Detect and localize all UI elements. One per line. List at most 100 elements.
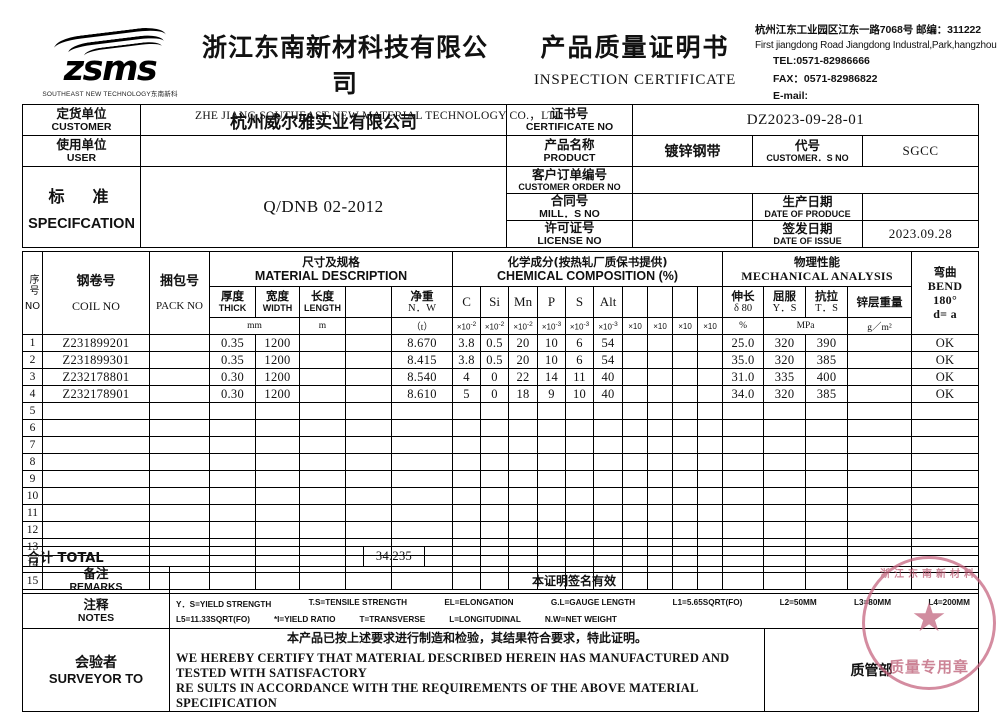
col-element-p: P (537, 286, 567, 318)
row-zinc (847, 487, 913, 505)
row-chem-8 (647, 334, 674, 352)
table-row[interactable]: 3 Z232178801 0.30 1200 8.540 4 0 22 14 11 40 31.0 33… (22, 368, 980, 386)
row-chem-9 (672, 385, 699, 403)
row-zinc (847, 402, 913, 420)
row-width: 1200 (255, 385, 300, 403)
total-value: 34.235 (363, 546, 425, 567)
row-net-weight (390, 453, 454, 471)
row-chem-alt: 54 (593, 351, 624, 369)
row-elongation: 35.0 (722, 351, 765, 369)
row-net-weight (390, 436, 454, 454)
exponent-alt: ×10-3 (593, 317, 624, 335)
row-chem-7 (622, 351, 649, 369)
table-row[interactable]: 10 (22, 487, 980, 505)
row-chem-10 (697, 419, 724, 437)
row-no: 10 (22, 487, 43, 505)
row-extra (345, 419, 392, 437)
row-bend (911, 487, 980, 505)
row-chem-si: 0.5 (480, 351, 510, 369)
row-chem-10 (697, 402, 724, 420)
row-tensile (805, 436, 849, 454)
row-net-weight (390, 504, 454, 522)
row-coil-no (42, 453, 150, 471)
table-row[interactable]: 6 (22, 419, 980, 437)
table-row[interactable]: 8 (22, 453, 980, 471)
row-width: 1200 (255, 334, 300, 352)
col-elongation-header: 伸长 δ 80 (722, 286, 765, 318)
row-tensile (805, 504, 849, 522)
row-chem-p (537, 487, 567, 505)
row-chem-7 (622, 470, 649, 488)
row-chem-c (452, 402, 482, 420)
row-width: 1200 (255, 351, 300, 369)
row-bend: OK (911, 385, 980, 403)
row-chem-10 (697, 453, 724, 471)
row-thick (209, 436, 256, 454)
note-item: G.L=GAUGE LENGTH (550, 598, 636, 607)
row-tensile (805, 487, 849, 505)
row-coil-no (42, 504, 150, 522)
table-row[interactable]: 2 Z231899301 0.35 1200 8.415 3.8 0.5 20 10 6 54 35.… (22, 351, 980, 369)
note-item: L=LONGITUDINAL (449, 615, 521, 624)
code-label: 代号 CUSTOMER．S NO (752, 135, 863, 167)
order-no-value (631, 166, 980, 194)
table-row[interactable]: 1 Z231899201 0.35 1200 8.670 3.8 0.5 20 10 6 54 25.… (22, 334, 980, 352)
row-chem-p: 9 (537, 385, 567, 403)
row-extra (345, 436, 392, 454)
row-no: 3 (22, 368, 43, 386)
total-blank (424, 546, 979, 567)
row-chem-10 (697, 470, 724, 488)
row-elongation: 34.0 (722, 385, 765, 403)
row-chem-10 (697, 351, 724, 369)
row-chem-mn (508, 453, 539, 471)
row-chem-9 (672, 453, 699, 471)
info-row-license: 许可证号 LICENSE NO 签发日期 DATE OF ISSUE 2023.… (23, 220, 980, 248)
row-chem-mn: 22 (508, 368, 539, 386)
col-coil-header: 钢卷号 COIL NO (42, 251, 150, 335)
row-chem-alt: 54 (593, 334, 624, 352)
table-row[interactable]: 12 (22, 521, 980, 539)
table-row[interactable]: 5 (22, 402, 980, 420)
row-chem-s (565, 402, 595, 420)
row-thick: 0.30 (209, 368, 256, 386)
row-chem-10 (697, 436, 724, 454)
exponent-c: ×10-2 (452, 317, 482, 335)
note-item: L4=200MM (928, 598, 970, 607)
row-elongation (722, 470, 765, 488)
info-row-user: 使用单位 USER 产品名称 PRODUCT 镀锌钢带 代号 CUSTOMER．… (22, 135, 980, 167)
row-chem-c: 3.8 (452, 334, 482, 352)
note-item: EL=ELONGATION (444, 598, 514, 607)
table-row[interactable]: 9 (22, 470, 980, 488)
row-net-weight (390, 487, 454, 505)
row-length (299, 385, 346, 403)
note-item: L1=5.65SQRT(FO) (672, 598, 743, 607)
row-extra (345, 368, 392, 386)
info-row-contract: 合同号 MILL．S NO 生产日期 DATE OF PRODUCE (23, 193, 980, 221)
table-row[interactable]: 7 (22, 436, 980, 454)
row-chem-mn: 18 (508, 385, 539, 403)
row-chem-si (480, 453, 510, 471)
row-chem-s (565, 504, 595, 522)
col-tensile-header: 抗拉 T．S (805, 286, 849, 318)
info-row-customer: 定货单位 CUSTOMER 杭州威尔雅实业有限公司 证书号 CERTIFICAT… (22, 104, 980, 136)
row-pack-no (149, 453, 210, 471)
surveyor-row: 会验者 SURVEYOR TO 本产品已按上述要求进行制造和检验，其结果符合要求… (22, 628, 979, 712)
issue-date-label: 签发日期 DATE OF ISSUE (752, 220, 863, 248)
row-zinc (847, 504, 913, 522)
row-tensile (805, 521, 849, 539)
certificate-info-table: 定货单位 CUSTOMER 杭州威尔雅实业有限公司 证书号 CERTIFICAT… (22, 104, 980, 248)
row-width (255, 504, 300, 522)
row-width (255, 521, 300, 539)
row-coil-no (42, 487, 150, 505)
table-row[interactable]: 11 (22, 504, 980, 522)
row-length (299, 368, 346, 386)
row-length (299, 334, 346, 352)
row-thick (209, 521, 256, 539)
row-chem-8 (647, 368, 674, 386)
table-row[interactable]: 4 Z232178901 0.30 1200 8.610 5 0 18 9 10 40 34.0 320… (22, 385, 980, 403)
note-item: Y．S=YIELD STRENGTH (176, 600, 272, 609)
row-chem-mn (508, 436, 539, 454)
row-chem-s (565, 419, 595, 437)
row-width (255, 419, 300, 437)
row-pack-no (149, 351, 210, 369)
